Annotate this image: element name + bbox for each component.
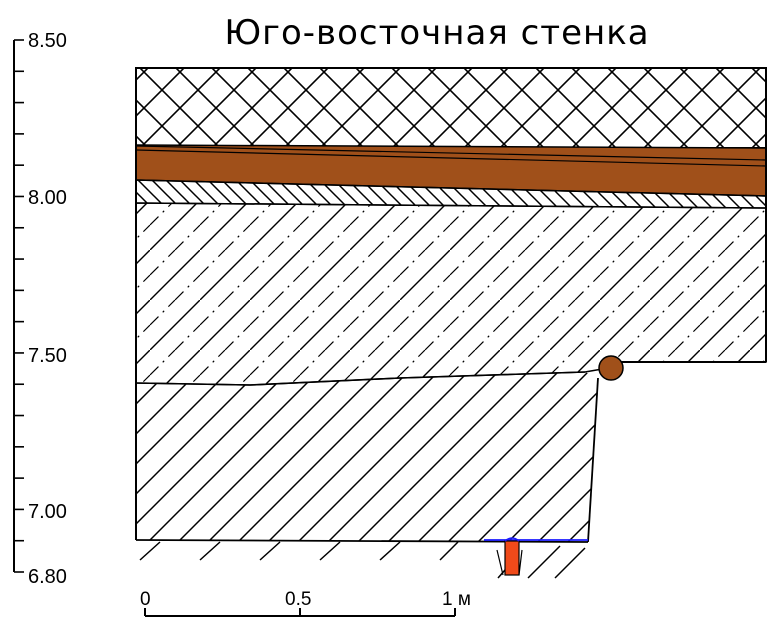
elevation-label-850: 8.50 [28,30,67,52]
horizontal-scale: 0 0.5 1 м [140,589,471,617]
elevation-label-800: 8.00 [28,187,67,209]
scale-label-1m: 1 м [442,589,471,610]
dashdot-layer [135,202,767,386]
drawing-title: Юго-восточная стенка [224,13,649,53]
find-marker-circle [598,355,624,381]
elevation-label-680: 6.80 [28,566,67,588]
scale-label-05: 0.5 [285,589,311,610]
elevation-scale: 8.50 8.00 7.50 7.00 6.80 [13,30,67,588]
elevation-label-750: 7.50 [28,345,67,367]
topsoil-crosshatch-layer [135,67,767,149]
lower-hatched-layer [136,372,598,542]
scale-label-0: 0 [140,589,151,610]
elevation-label-700: 7.00 [28,501,67,523]
pit-fill [504,540,520,576]
